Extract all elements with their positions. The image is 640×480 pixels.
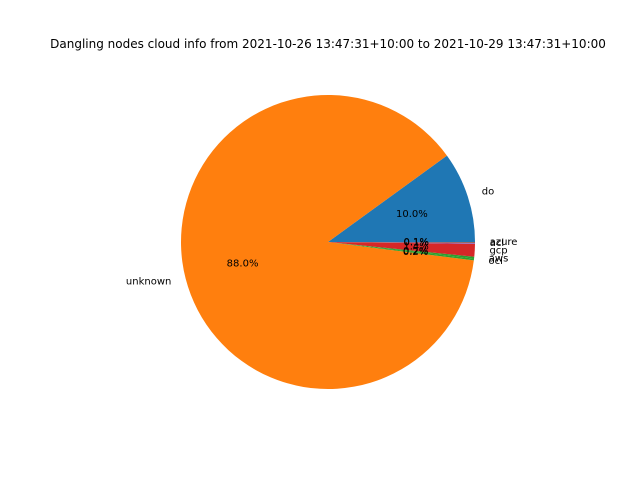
pie-percent-azure: 0.1% [403,237,428,248]
pie-percent-gcp: 1.4% [403,241,428,252]
pie-percent-aws: 0.2% [403,246,428,257]
pie-slice-azure [328,242,476,243]
pie-label-azure: azure [490,237,518,248]
pie-label-unknown: unknown [126,277,171,288]
pie-slice-acl [328,242,475,244]
pie-slice-unknown [180,94,474,389]
chart-title: Dangling nodes cloud info from 2021-10-2… [50,37,606,51]
pie-percent-labels: 10.0%88.0%0.2%0.2%1.4%0.1%0.1% [227,209,429,269]
pie-percent-oci: 0.2% [403,247,428,258]
pie-label-gcp: gcp [489,246,507,257]
pie-label-do: do [482,187,494,198]
pie-label-oci: oci [489,256,503,267]
pie-slice-aws [328,242,475,259]
pie-label-aws: aws [489,254,509,265]
pie-percent-do: 10.0% [396,209,428,220]
pie-label-acl: acl [490,238,504,249]
pie-slice-do [328,155,475,242]
pie-percent-unknown: 88.0% [227,258,259,269]
pie-slice-gcp [328,242,475,257]
pie-percent-acl: 0.1% [403,237,428,248]
pie-slice-oci [328,242,475,261]
pie-slices [180,94,476,389]
